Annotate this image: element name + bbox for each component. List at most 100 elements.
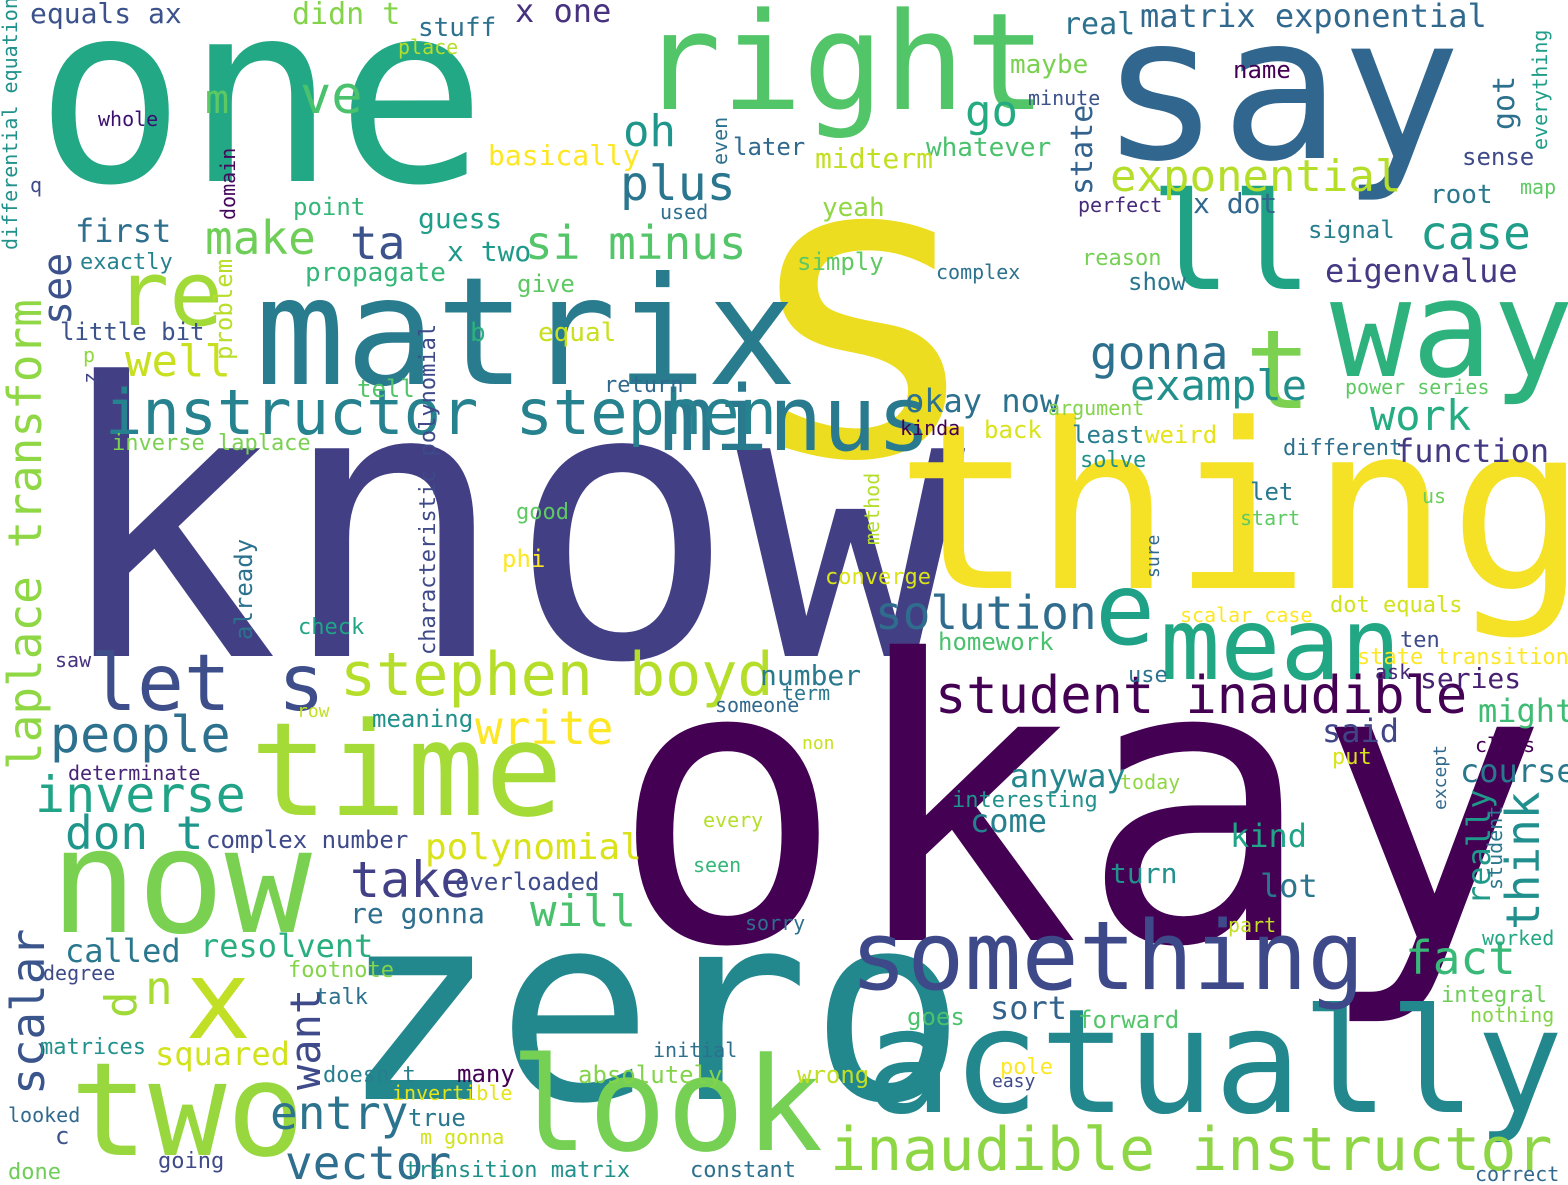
word-part: part	[1228, 913, 1277, 937]
word-let-s: let s	[90, 639, 325, 729]
word-okay: okay	[610, 578, 1550, 1032]
word-re-gonna: re gonna	[350, 897, 485, 930]
word-pole: pole	[1000, 1055, 1053, 1080]
word-different: different	[1283, 436, 1403, 461]
word-instructor-stephen: instructor stephen	[105, 376, 777, 449]
word-meaning: meaning	[372, 705, 474, 733]
word-gonna: gonna	[1090, 326, 1229, 380]
word-little-bit: little bit	[60, 318, 205, 346]
word-said: said	[1322, 712, 1400, 750]
word-matrices: matrices	[40, 1035, 146, 1060]
word-done: done	[8, 1160, 61, 1185]
word-first: first	[75, 212, 172, 250]
word-d: d	[96, 991, 147, 1019]
word-exactly: exactly	[80, 250, 173, 275]
word-student-inaudible: student inaudible	[935, 666, 1468, 726]
word-didn-t: didn t	[292, 0, 401, 32]
word-already: already	[230, 538, 258, 640]
word-check: check	[298, 615, 365, 640]
word-inaudible-instructor: inaudible instructor	[830, 1115, 1553, 1185]
word-polynomial: polynomial	[425, 827, 642, 868]
word-going: going	[158, 1149, 225, 1174]
word-stuff: stuff	[418, 13, 497, 43]
word-whole: whole	[98, 107, 159, 131]
word-place: place	[398, 35, 459, 59]
word-point: point	[293, 193, 366, 221]
word-actually: actually	[865, 978, 1564, 1147]
word-wrong: wrong	[797, 1061, 870, 1089]
word-ll: ll	[1150, 164, 1313, 321]
word-solution: solution	[875, 586, 1097, 640]
word-fact: fact	[1405, 931, 1516, 985]
word-absolutely: absolutely	[578, 1061, 723, 1089]
word-many: many	[457, 1060, 515, 1088]
word-give: give	[517, 270, 575, 298]
word-matrix-exponential: matrix exponential	[1140, 0, 1487, 35]
word-sure: sure	[1143, 534, 1164, 578]
word-easy: easy	[992, 1071, 1036, 1092]
word-now: now	[50, 798, 312, 967]
word-map: map	[1520, 175, 1557, 199]
word-start: start	[1240, 506, 1301, 530]
word-phi: phi	[502, 545, 546, 573]
word-x-two: x two	[447, 235, 532, 268]
word-x-one: x one	[515, 0, 612, 30]
word-write: write	[475, 701, 614, 755]
word-doesn-t: doesn t	[323, 1063, 416, 1088]
word-minus: minus	[660, 367, 931, 472]
word-propagate: propagate	[305, 258, 446, 288]
word-used: used	[660, 200, 709, 224]
word-inverse-laplace: inverse laplace	[112, 431, 311, 456]
word-one: one	[35, 0, 487, 240]
word-return: return	[604, 373, 684, 398]
word-turn: turn	[1110, 857, 1178, 890]
word-resolvent: resolvent	[200, 927, 374, 965]
word-okay-now: okay now	[905, 382, 1060, 420]
word-know: know	[50, 303, 966, 746]
word-us: us	[1422, 484, 1447, 508]
word-whatever: whatever	[926, 133, 1052, 163]
word-ve: ve	[300, 66, 363, 126]
word-guess: guess	[418, 202, 503, 235]
word-saw: saw	[55, 648, 92, 672]
word-argument: argument	[1048, 396, 1145, 420]
word-n: n	[145, 961, 173, 1015]
word-root: root	[1430, 180, 1493, 210]
word-mean: mean	[1160, 586, 1401, 703]
word-plus: plus	[620, 156, 736, 212]
word-thing: thing	[895, 376, 1568, 643]
word-re: re	[115, 242, 224, 347]
word-say: say	[1100, 0, 1462, 206]
word-student: student	[1483, 805, 1507, 890]
word-x-dot: x dot	[1193, 187, 1278, 220]
word-oh: oh	[623, 106, 676, 157]
word-today: today	[1120, 770, 1181, 794]
word-seen: seen	[693, 853, 742, 877]
word-solve: solve	[1080, 448, 1147, 473]
word-m: m	[205, 77, 230, 123]
word-work: work	[1370, 391, 1472, 440]
word-laplace-transform: laplace transform	[0, 299, 52, 770]
word-state-transition: state transition	[1357, 645, 1568, 670]
word-interesting: interesting	[952, 788, 1098, 813]
word-every: every	[703, 808, 764, 832]
word-method: method	[860, 472, 884, 545]
word-signal: signal	[1308, 216, 1395, 244]
word-vector: vector	[285, 1136, 452, 1185]
word-least: least	[1072, 421, 1145, 449]
word-ta: ta	[350, 216, 406, 270]
word-two: two	[70, 1034, 305, 1185]
word-go: go	[965, 86, 1018, 137]
word-will: will	[530, 886, 636, 937]
word-make: make	[205, 211, 316, 265]
word-even: even	[708, 116, 732, 165]
word-time: time	[250, 694, 564, 846]
word-b: b	[470, 318, 486, 348]
word-name: name	[1233, 56, 1291, 84]
word-entry: entry	[270, 1086, 409, 1140]
word-reason: reason	[1082, 246, 1162, 271]
word-x: x	[185, 936, 252, 1064]
word-way: way	[1330, 251, 1568, 408]
word-case: case	[1420, 206, 1531, 260]
